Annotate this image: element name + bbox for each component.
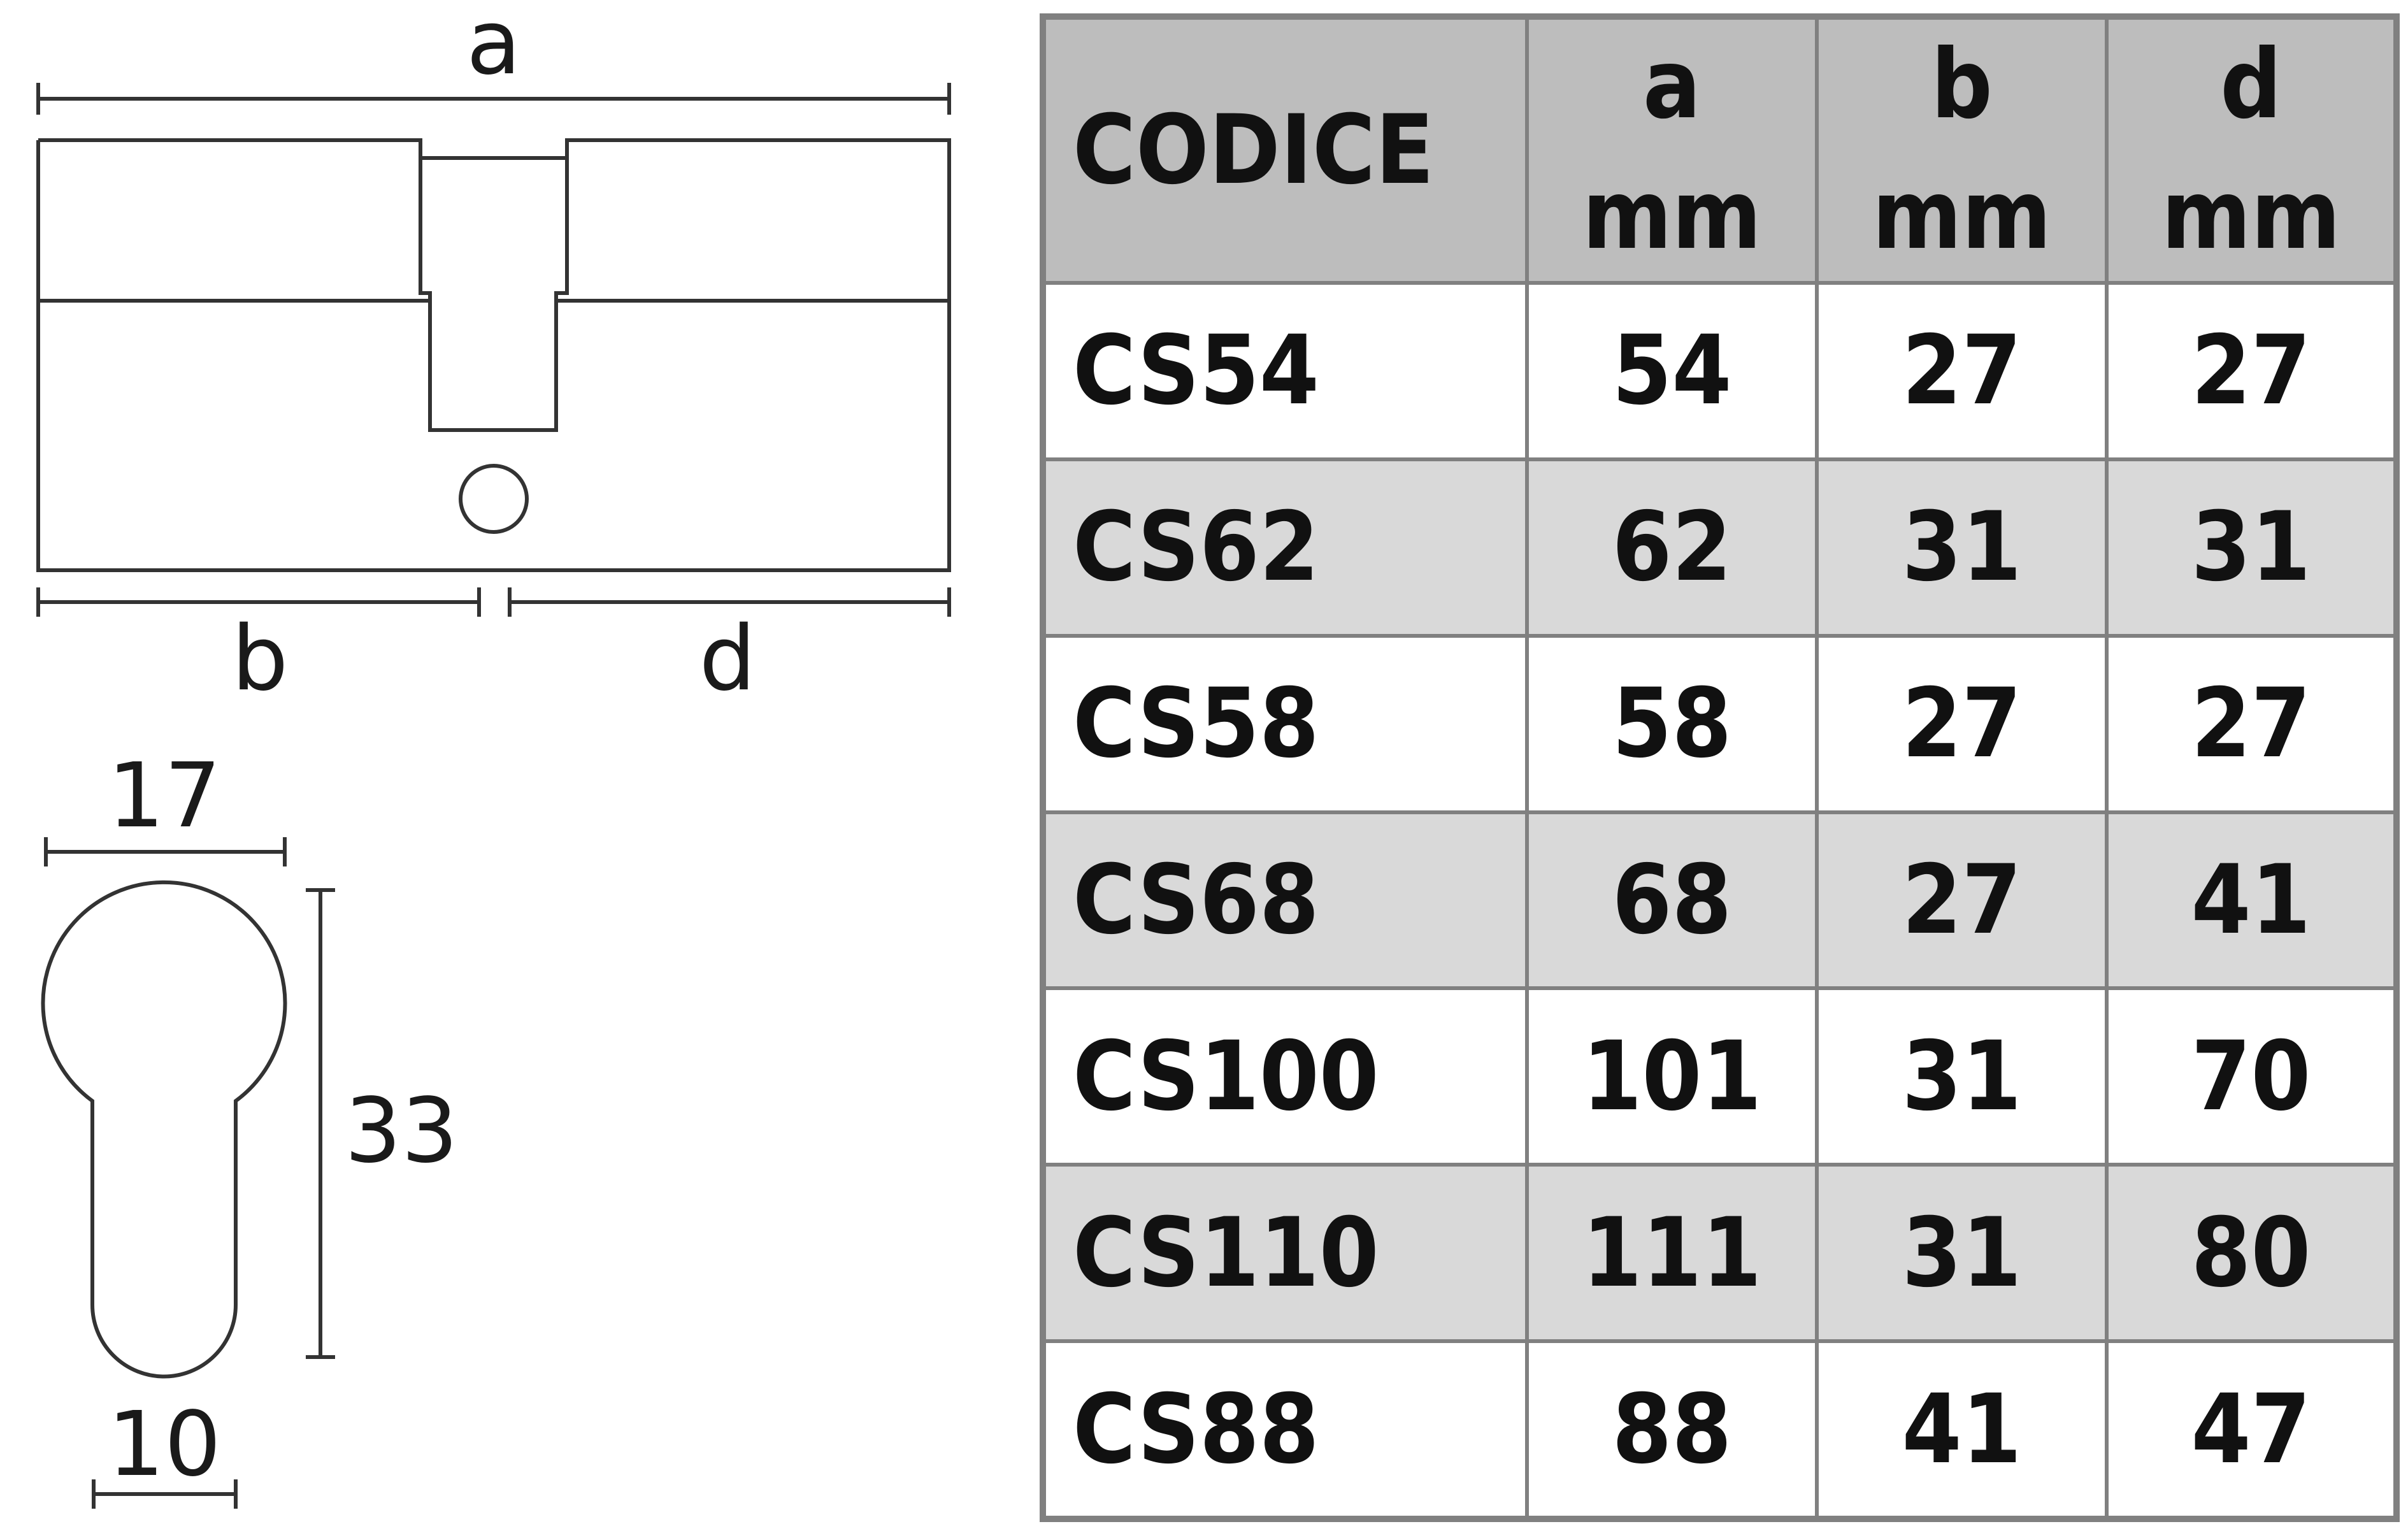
cell-a: 62: [1525, 457, 1819, 638]
cell-a: 58: [1525, 633, 1819, 814]
cell-code: CS110: [1041, 1163, 1529, 1344]
cell-code: CS68: [1041, 810, 1529, 991]
label-10: 10: [108, 1393, 221, 1497]
table-row: CS54 54 27 27: [1041, 281, 2398, 461]
dimension-line-17: [44, 837, 287, 866]
header-b: b mm: [1815, 15, 2109, 285]
header-a: a mm: [1525, 15, 1819, 285]
cell-a: 111: [1525, 1163, 1819, 1344]
table-header-row: CODICE a mm b mm d mm: [1041, 15, 2398, 285]
cylinder-technical-drawing: a b d 17 33 10: [36, 0, 951, 1509]
cell-code: CS88: [1041, 1339, 1529, 1521]
table-row: CS100 101 31 70: [1041, 986, 2398, 1167]
cell-d: 47: [2105, 1339, 2398, 1521]
label-17: 17: [108, 744, 221, 848]
cell-b: 27: [1815, 810, 2109, 991]
table-row: CS58 58 27 27: [1041, 633, 2398, 814]
cell-a: 101: [1525, 986, 1819, 1167]
cell-a: 68: [1525, 810, 1819, 991]
cell-d: 70: [2105, 986, 2398, 1167]
table-row: CS88 88 41 47: [1041, 1339, 2398, 1521]
label-33: 33: [345, 1079, 458, 1183]
cell-b: 27: [1815, 633, 2109, 814]
cell-b: 27: [1815, 281, 2109, 461]
cell-code: CS58: [1041, 633, 1529, 814]
spec-table: CODICE a mm b mm d mm CS54 54 27 27 CS62 62…: [1040, 13, 2400, 1522]
header-codice: CODICE: [1041, 15, 1529, 285]
label-b: b: [232, 607, 289, 711]
dimension-line-d: [508, 587, 951, 617]
cam-pin-hole: [459, 464, 529, 534]
cell-a: 54: [1525, 281, 1819, 461]
euro-profile-outline: [41, 880, 287, 1379]
header-d: d mm: [2105, 15, 2398, 285]
dimension-line-b: [36, 587, 481, 617]
dimension-line-10: [92, 1479, 238, 1509]
cell-d: 27: [2105, 281, 2398, 461]
cell-d: 27: [2105, 633, 2398, 814]
cell-code: CS54: [1041, 281, 1529, 461]
cylinder-body: [36, 138, 951, 572]
table-row: CS110 111 31 80: [1041, 1163, 2398, 1344]
dimension-line-a: [36, 83, 951, 115]
cell-code: CS62: [1041, 457, 1529, 638]
dimension-line-33: [306, 888, 335, 1359]
cell-d: 41: [2105, 810, 2398, 991]
cell-d: 31: [2105, 457, 2398, 638]
cell-code: CS100: [1041, 986, 1529, 1167]
label-d: d: [699, 607, 756, 711]
cell-b: 31: [1815, 457, 2109, 638]
cell-d: 80: [2105, 1163, 2398, 1344]
cell-a: 88: [1525, 1339, 1819, 1521]
cell-b: 31: [1815, 986, 2109, 1167]
spec-table-container: CODICE a mm b mm d mm CS54 54 27 27 CS62 62…: [1040, 13, 2400, 1522]
cell-b: 41: [1815, 1339, 2109, 1521]
table-row: CS68 68 27 41: [1041, 810, 2398, 991]
table-row: CS62 62 31 31: [1041, 457, 2398, 638]
cell-b: 31: [1815, 1163, 2109, 1344]
label-a: a: [466, 0, 521, 95]
